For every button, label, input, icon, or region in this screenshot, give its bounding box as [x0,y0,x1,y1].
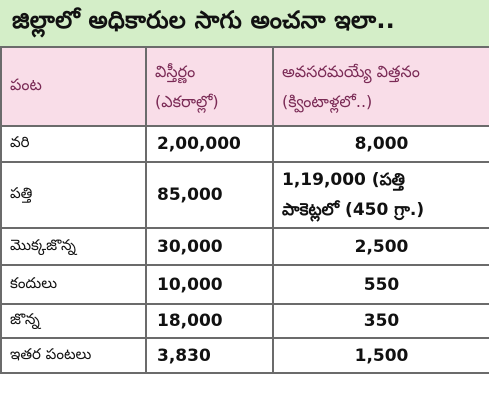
seed-value: 550 [272,264,489,305]
table-row: కందులు 10,000 550 [0,264,489,305]
table-row: పత్తి 85,000 1,19,000 (పత్తి పాకెట్లలో (… [0,161,489,229]
table-row: మొక్కజొన్న 30,000 2,500 [0,227,489,266]
seed-value: 8,000 [272,125,489,163]
header-seed: అవసరమయ్యే విత్తనం (క్వింటాళ్లలో..) [272,46,489,127]
header-seed-line2: (క్వింటాళ్లలో..) [282,91,373,111]
table-title: జిల్లాలో అధికారుల సాగు అంచనా ఇలా.. [0,0,489,46]
header-seed-line1: అవసరమయ్యే విత్తనం [282,61,420,81]
area-value: 18,000 [145,303,274,339]
area-value: 2,00,000 [145,125,274,163]
crop-estimate-table: పంట విస్తీర్ణం (ఎకరాల్లో) అవసరమయ్యే విత్… [0,46,489,374]
crop-name: మొక్కజొన్న [0,227,147,266]
header-area: విస్తీర్ణం (ఎకరాల్లో) [145,46,274,127]
seed-value: 1,500 [272,337,489,374]
seed-value: 350 [272,303,489,339]
seed-value-line2: పాకెట్లలో (450 గ్రా.) [282,200,425,220]
header-area-line2: (ఎకరాల్లో) [155,91,219,111]
header-area-line1: విస్తీర్ణం [155,61,196,81]
header-row: పంట విస్తీర్ణం (ఎకరాల్లో) అవసరమయ్యే విత్… [0,46,489,127]
seed-value: 1,19,000 (పత్తి పాకెట్లలో (450 గ్రా.) [272,161,489,229]
table-row: జొన్న 18,000 350 [0,303,489,339]
table-row: ఇతర పంటలు 3,830 1,500 [0,337,489,374]
crop-name: వరి [0,125,147,163]
table-row: వరి 2,00,000 8,000 [0,125,489,163]
seed-value-line1: 1,19,000 (పత్తి [282,170,405,190]
seed-value: 2,500 [272,227,489,266]
area-value: 3,830 [145,337,274,374]
area-value: 10,000 [145,264,274,305]
area-value: 30,000 [145,227,274,266]
crop-name: కందులు [0,264,147,305]
crop-name: పత్తి [0,161,147,229]
header-crop: పంట [0,46,147,127]
crop-name: జొన్న [0,303,147,339]
area-value: 85,000 [145,161,274,229]
crop-name: ఇతర పంటలు [0,337,147,374]
